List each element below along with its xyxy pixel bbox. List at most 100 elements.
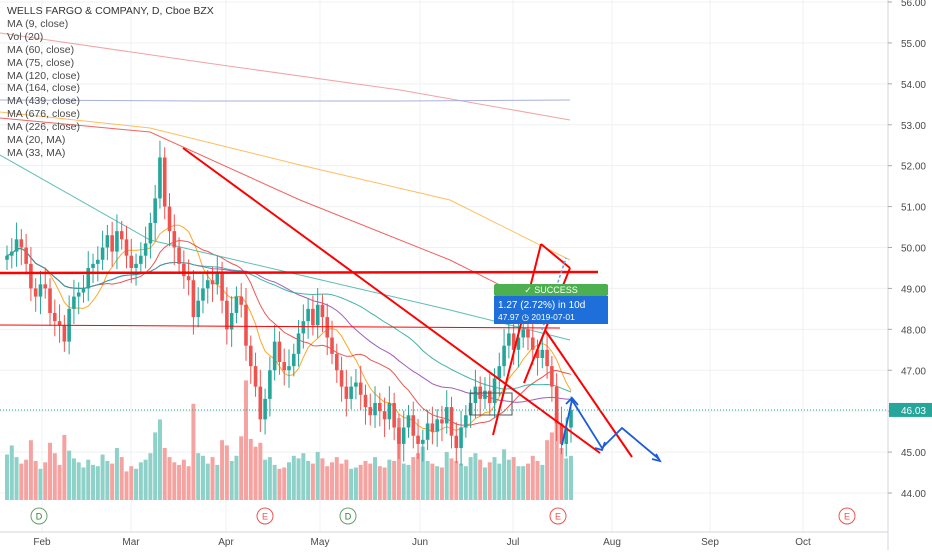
candle-body: [435, 419, 439, 432]
candle-body: [516, 337, 521, 350]
volume-bar: [425, 461, 430, 500]
candle-body: [416, 435, 420, 444]
event-marker-label: E: [262, 512, 268, 522]
volume-bar: [24, 459, 29, 500]
candle-body: [282, 362, 287, 371]
candle-body: [296, 333, 301, 354]
volume-bar: [416, 453, 421, 500]
volume-bar: [363, 461, 368, 500]
candle-body: [564, 427, 569, 444]
volume-bar: [420, 446, 425, 500]
volume-bar: [86, 459, 91, 500]
volume-bar: [358, 464, 363, 500]
volume-bar: [540, 464, 545, 500]
candle-body: [401, 427, 406, 444]
volume-bar: [339, 463, 344, 500]
candle-body: [268, 370, 272, 399]
volume-bar: [248, 438, 253, 500]
candle-body: [411, 415, 416, 436]
volume-bar: [411, 457, 416, 500]
candle-body: [487, 390, 492, 403]
volume-bar: [287, 462, 291, 500]
volume-bar: [282, 467, 287, 500]
candle-body: [196, 300, 200, 318]
volume-bar: [330, 462, 335, 500]
candle-body: [162, 157, 167, 207]
candle-body: [406, 415, 411, 428]
volume-bar: [9, 445, 14, 500]
volume-bar: [167, 457, 172, 500]
legend-item: MA (676, close): [7, 108, 80, 121]
volume-bar: [148, 453, 153, 500]
candle-body: [91, 263, 95, 268]
candle-body: [119, 231, 124, 240]
volume-bar: [430, 463, 435, 500]
volume-bar: [234, 455, 239, 500]
y-tick-label: 56.00: [901, 0, 926, 9]
candle-body: [387, 402, 392, 420]
volume-bar: [224, 445, 229, 500]
event-marker: [838, 507, 856, 525]
candle-body: [392, 402, 396, 428]
event-marker: [549, 507, 567, 525]
x-tick-label: Aug: [603, 537, 621, 548]
y-tick-label: 48.00: [901, 325, 926, 336]
candle-body: [153, 198, 157, 223]
candle-body: [339, 370, 344, 387]
y-tick-label: 52.00: [901, 162, 926, 173]
y-tick-label: 55.00: [901, 39, 926, 50]
support-line: [0, 324, 561, 329]
volume-bar: [468, 457, 473, 500]
volume-bar: [511, 457, 516, 500]
candle-body: [158, 157, 162, 199]
volume-bar: [191, 403, 196, 500]
candle-body: [134, 263, 138, 268]
volume-bar: [62, 435, 67, 500]
candle-body: [483, 390, 487, 399]
candle-body: [100, 247, 105, 260]
volume-bar: [153, 432, 158, 500]
candle-body: [48, 288, 52, 313]
candle-body: [425, 423, 430, 440]
candle-body: [354, 382, 358, 387]
candle-body: [358, 382, 363, 395]
info-line-1: 1.27 (2.72%) in 10d: [498, 300, 585, 311]
legend-item: MA (439, close): [7, 95, 80, 108]
volume-bar: [114, 448, 119, 500]
volume-bar: [210, 457, 215, 500]
event-marker: [30, 507, 48, 525]
candle-body: [167, 206, 172, 232]
candle-body: [569, 409, 573, 428]
candle-body: [14, 239, 19, 252]
candle-body: [234, 296, 239, 313]
legend-item: MA (120, close): [7, 69, 80, 82]
candle-body: [521, 329, 526, 338]
volume-bar: [57, 464, 62, 500]
volume-bar: [105, 461, 110, 500]
candle-body: [511, 333, 516, 350]
x-tick-label: Feb: [33, 537, 51, 548]
volume-bar: [157, 419, 162, 500]
candle-body: [124, 239, 129, 256]
volume-bar: [502, 449, 507, 500]
volume-bar: [454, 461, 459, 500]
volume-bar: [516, 466, 521, 500]
volume-bar: [119, 457, 124, 500]
current-price-badge: [889, 402, 932, 417]
candle-body: [363, 394, 368, 408]
candle-body: [182, 263, 186, 277]
volume-bar: [392, 461, 397, 500]
volume-bar: [172, 462, 177, 500]
volume-bar: [263, 459, 268, 500]
volume-bar: [272, 464, 277, 500]
candle-body: [526, 329, 530, 338]
candle-body: [272, 341, 277, 371]
x-tick-label: Oct: [795, 537, 811, 548]
volume-bar: [5, 454, 9, 500]
volume-bar: [200, 455, 205, 500]
candle-body: [306, 308, 310, 322]
candle-body: [559, 423, 564, 444]
volume-bar: [439, 467, 444, 500]
